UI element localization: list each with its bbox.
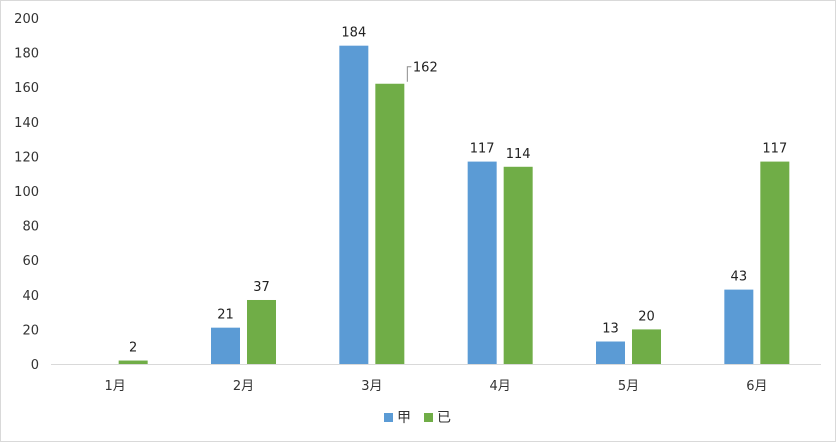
y-tick-label: 200 — [14, 12, 39, 27]
legend-label: 已 — [437, 410, 451, 426]
bar-jia-2 — [211, 327, 240, 364]
y-tick-label: 40 — [22, 289, 39, 304]
x-category-label: 3月 — [361, 379, 382, 394]
bar-jia-5 — [596, 341, 625, 364]
data-label: 117 — [470, 142, 495, 157]
data-label-leader-line — [406, 66, 412, 82]
data-label: 13 — [602, 322, 619, 337]
y-tick-label: 160 — [14, 81, 39, 96]
bar-jia-6 — [724, 289, 754, 364]
bar-yi-2 — [247, 299, 276, 364]
bar-yi-1 — [118, 360, 148, 364]
data-label: 2 — [129, 341, 137, 356]
x-category-label: 4月 — [490, 379, 511, 394]
data-label: 43 — [731, 270, 748, 285]
y-tick-label: 0 — [31, 358, 39, 373]
bar-yi-3 — [375, 83, 405, 365]
legend-swatch — [424, 413, 433, 422]
y-tick-label: 20 — [22, 323, 39, 338]
x-category-label: 1月 — [105, 379, 126, 394]
bar-yi-5 — [632, 329, 661, 364]
y-tick-label: 140 — [14, 116, 39, 131]
legend-label: 甲 — [397, 410, 411, 426]
data-label: 37 — [253, 280, 270, 295]
data-label: 20 — [638, 309, 655, 324]
x-category-label: 2月 — [233, 379, 254, 394]
y-tick-label: 60 — [22, 254, 39, 269]
data-label: 162 — [413, 61, 438, 76]
x-category-label: 6月 — [746, 379, 767, 394]
data-label: 21 — [217, 308, 234, 323]
bar-jia-3 — [339, 45, 369, 365]
legend-swatch — [384, 413, 393, 422]
bar-yi-6 — [760, 161, 790, 364]
data-label: 184 — [341, 26, 366, 41]
y-tick-label: 120 — [14, 150, 39, 165]
data-label: 114 — [506, 147, 531, 162]
y-tick-label: 180 — [14, 47, 39, 62]
y-tick-label: 80 — [22, 220, 39, 235]
data-label: 117 — [762, 142, 787, 157]
x-category-label: 5月 — [618, 379, 639, 394]
bar-yi-4 — [503, 166, 533, 364]
y-tick-label: 100 — [14, 185, 39, 200]
bar-jia-4 — [467, 161, 497, 364]
